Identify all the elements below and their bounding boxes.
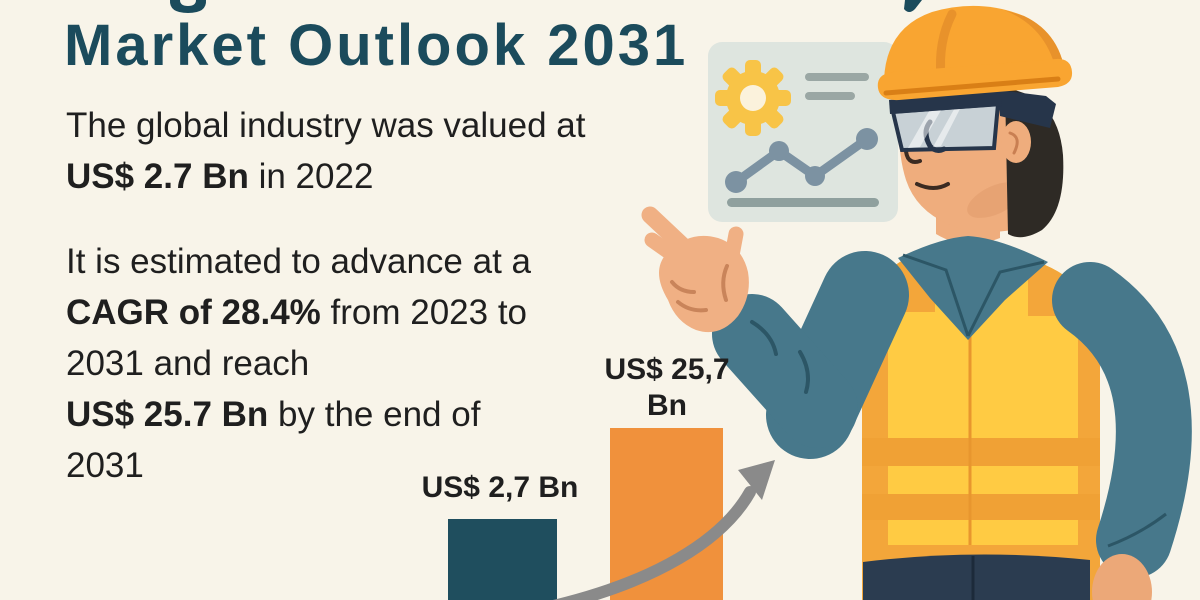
- bar-2031-label: US$ 25,7 Bn: [592, 352, 742, 424]
- bar-2022: [448, 519, 557, 600]
- shirt-collar: [898, 236, 1048, 340]
- worker-illustration: [641, 5, 1192, 600]
- forecast-cagr: CAGR of 28.4%: [66, 293, 321, 332]
- valuation-value: US$ 2.7 Bn: [66, 157, 249, 196]
- forecast-line3: 2031 and reach: [66, 344, 310, 383]
- forecast-line1: It is estimated to advance at a: [66, 242, 531, 281]
- safety-glasses: [889, 90, 1056, 153]
- hair: [1005, 88, 1064, 238]
- chart-panel: [708, 42, 898, 222]
- hard-hat: [877, 5, 1073, 101]
- bar-2031: [610, 428, 723, 600]
- right-arm-sleeve: [1052, 262, 1192, 578]
- right-hand: [1092, 554, 1152, 600]
- panel-baseline: [727, 198, 879, 207]
- gear-icon: [715, 60, 791, 136]
- ear-line: [1008, 131, 1019, 155]
- valuation-paragraph: The global industry was valued at US$ 2.…: [66, 100, 585, 202]
- mouth-line: [915, 182, 950, 190]
- cheek-shadow: [967, 182, 1023, 218]
- valuation-line1: The global industry was valued at: [66, 106, 586, 145]
- page-title: Market Outlook 2031: [64, 13, 689, 78]
- trend-line-icon: [725, 128, 878, 193]
- ear: [1001, 121, 1031, 163]
- forecast-line4-rest: by the end of: [268, 395, 481, 434]
- valuation-line2-rest: in 2022: [248, 157, 374, 196]
- head: [877, 5, 1073, 238]
- bar-2031-label-line2: Bn: [647, 389, 687, 422]
- face: [899, 86, 1012, 232]
- forecast-value: US$ 25.7 Bn: [66, 395, 269, 434]
- panel-text-lines: [805, 73, 869, 100]
- pants: [863, 554, 1090, 600]
- neck-shadow: [936, 196, 1000, 223]
- safety-vest: [862, 242, 1100, 600]
- forecast-line2-rest: from 2023 to: [320, 293, 528, 332]
- title-descender-right: [904, 0, 922, 12]
- nose-line: [903, 130, 922, 164]
- neck: [936, 180, 1000, 245]
- forecast-paragraph: It is estimated to advance at a CAGR of …: [66, 236, 531, 491]
- bar-2022-label: US$ 2,7 Bn: [421, 471, 579, 504]
- pointing-hand: [641, 206, 749, 333]
- forecast-line5: 2031: [66, 446, 144, 485]
- left-arm-sleeve: [712, 251, 909, 459]
- bar-2031-label-line1: US$ 25,7: [604, 353, 730, 386]
